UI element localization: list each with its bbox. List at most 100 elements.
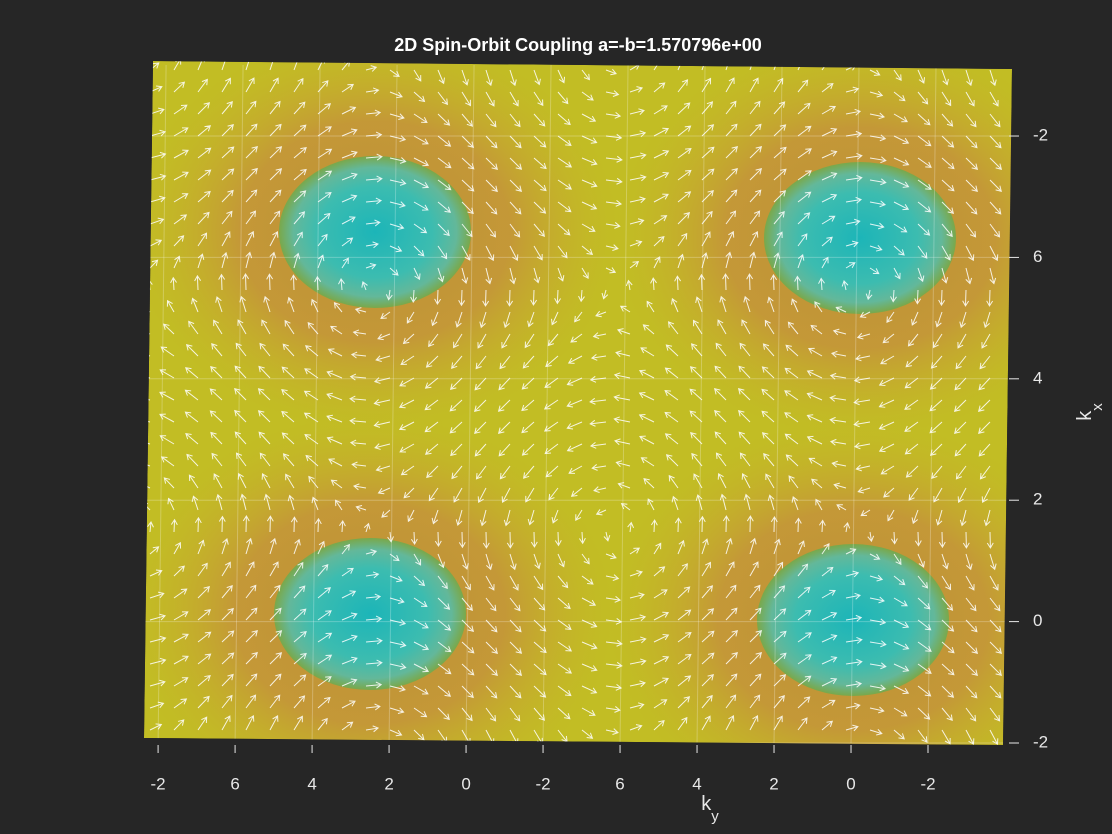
quiver-arrow [989,685,1002,699]
quiver-arrow [197,631,212,643]
quiver-arrow [451,465,463,480]
quiver-arrow [339,519,346,533]
quiver-arrow [981,333,991,349]
quiver-arrow [363,522,371,533]
quiver-arrow [955,465,967,480]
quiver-arrow [428,487,439,502]
quiver-arrow [957,333,967,349]
quiver-arrow [741,472,751,489]
quiver-arrow [738,431,751,445]
quiver-arrow [664,433,679,445]
quiver-arrow [365,153,383,161]
quiver-arrow [184,367,199,379]
quiver-arrow [557,113,571,126]
quiver-arrow [893,597,908,607]
quiver-arrow [449,377,463,390]
quiver-arrow [461,135,475,148]
quiver-arrow [317,103,332,115]
quiver-arrow [941,729,951,745]
quiver-arrow [931,465,943,480]
quiver-arrow [965,575,975,591]
quiver-arrow [605,267,617,274]
quiver-arrow [533,113,546,127]
quiver-arrow [845,724,859,732]
quiver-arrow [547,333,559,347]
quiver-arrow [869,574,884,582]
quiver-arrow [629,614,647,622]
quiver-arrow [917,641,932,652]
quiver-arrow [398,399,415,409]
quiver-arrow [426,465,439,479]
quiver-arrow [629,86,644,93]
quiver-arrow [293,211,306,225]
quiver-arrow [629,680,646,688]
quiver-arrow [365,241,379,249]
quiver-arrow [197,61,205,71]
quiver-arrow [989,135,1002,149]
quiver-arrow [551,509,559,524]
quiver-arrow [485,553,493,571]
quiver-arrow [352,329,367,337]
quiver-arrow [221,251,229,269]
quiver-arrow [385,289,393,301]
quiver-arrow [785,344,799,357]
quiver-arrow [258,365,271,379]
quiver-arrow [917,69,926,84]
quiver-arrow [259,342,271,357]
grid-line [234,64,244,744]
quiver-arrow [653,82,666,93]
quiver-arrow [413,553,422,566]
quiver-arrow [845,636,863,644]
quiver-arrow [845,702,861,710]
quiver-arrow [917,553,925,568]
quiver-arrow [806,435,823,445]
quiver-arrow [317,212,331,225]
quiver-arrow [475,355,487,370]
quiver-arrow [605,133,623,141]
quiver-arrow [690,343,703,357]
quiver-arrow [749,167,763,181]
quiver-arrow [474,399,487,413]
quiver-arrow [638,413,655,423]
quiver-arrow [521,443,535,456]
quiver-arrow [671,297,679,313]
quiver-arrow [797,632,812,643]
quiver-arrow [293,715,303,731]
quiver-arrow [341,678,358,687]
quiver-arrow [221,607,234,621]
quiver-arrow [717,472,727,489]
y-tick-label: 0 [1033,611,1042,630]
quiver-arrow [941,553,949,570]
quiver-arrow [197,562,208,577]
quiver-arrow [677,539,685,555]
quiver-arrow [317,587,331,599]
quiver-arrow [965,663,979,677]
quiver-arrow [317,233,328,247]
quiver-arrow [570,487,583,497]
quiver-arrow [522,355,535,369]
quiver-arrow [234,365,247,379]
quiver-arrow [878,421,895,430]
quiver-arrow [557,223,571,236]
quiver-arrow [293,252,301,269]
quiver-arrow [829,372,847,380]
quiver-arrow [197,211,210,225]
quiver-arrow [714,409,727,423]
quiver-arrow [845,130,863,138]
quiver-arrow [149,546,160,555]
quiver-arrow [869,200,886,208]
quiver-arrow [725,189,738,203]
quiver-arrow [983,311,991,329]
quiver-arrow [773,538,781,555]
quiver-arrow [941,223,953,238]
quiver-arrow [765,473,775,489]
quiver-arrow [581,597,597,606]
quiver-arrow [831,460,847,468]
quiver-arrow [554,531,562,547]
quiver-arrow [989,157,1003,170]
quiver-arrow [184,411,199,423]
quiver-arrow [293,146,307,159]
quiver-arrow [591,464,607,471]
quiver-arrow [965,223,977,238]
quiver-arrow [341,567,354,577]
